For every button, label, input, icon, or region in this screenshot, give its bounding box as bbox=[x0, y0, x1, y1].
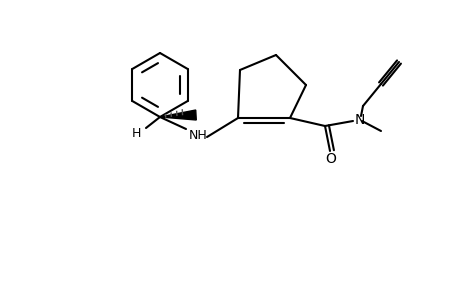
Text: H: H bbox=[131, 127, 140, 140]
Polygon shape bbox=[160, 110, 196, 120]
Text: O: O bbox=[325, 152, 336, 166]
Text: N: N bbox=[354, 113, 364, 127]
Text: NH: NH bbox=[188, 128, 207, 142]
